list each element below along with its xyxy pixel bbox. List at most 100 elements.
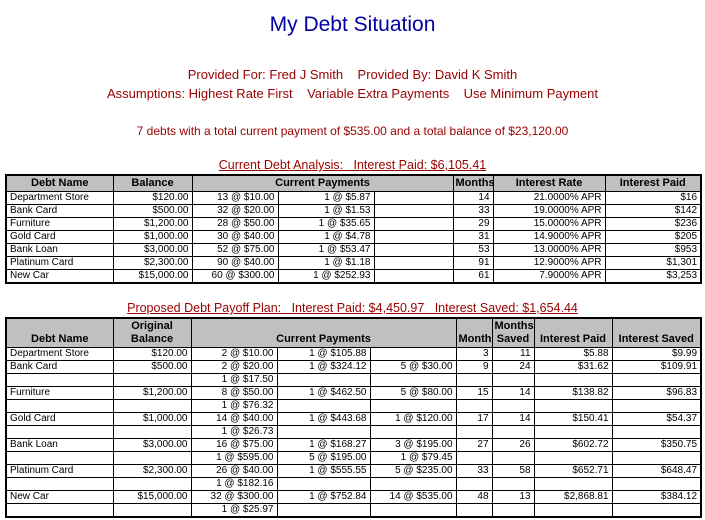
cell-pay3 [369, 425, 457, 439]
cell-balance [112, 399, 192, 413]
cell-balance: $120.00 [112, 347, 192, 361]
cell-saved [611, 477, 702, 491]
cell-paid: $142 [604, 204, 702, 218]
cell-saved [611, 425, 702, 439]
cell-paid [533, 477, 613, 491]
cell-balance: $500.00 [112, 360, 192, 374]
cell-pay2 [276, 477, 371, 491]
table-row: Bank Card $500.00 32 @ $20.00 1 @ $1.53 33 19… [5, 204, 702, 218]
col-header-months: Months [455, 317, 493, 348]
cell-pay3 [373, 204, 454, 218]
cell-months [455, 477, 493, 491]
cell-saved-months: 14 [491, 412, 535, 426]
table-row: Furniture $1,200.00 28 @ $50.00 1 @ $35.65 2… [5, 217, 702, 231]
cell-name [5, 399, 114, 413]
cell-saved-months [491, 503, 535, 518]
cell-name: New Car [5, 269, 114, 284]
cell-pay3 [369, 347, 457, 361]
cell-pay2: 1 @ $324.12 [276, 360, 371, 374]
col-header-months: Months [452, 174, 494, 192]
table-row: Platinum Card $2,300.00 90 @ $40.00 1 @ $1.… [5, 256, 702, 270]
cell-name: Department Store [5, 191, 114, 205]
cell-saved-months: 26 [491, 438, 535, 452]
cell-pay2: 1 @ $105.88 [276, 347, 371, 361]
cell-months [455, 373, 493, 387]
cell-saved: $54.37 [611, 412, 702, 426]
provided-line: Provided For: Fred J Smith Provided By: … [187, 67, 518, 82]
cell-pay2: 1 @ $35.65 [277, 217, 375, 231]
cell-pay1: 2 @ $20.00 [190, 360, 278, 374]
cell-saved-months: 14 [491, 386, 535, 400]
cell-pay3 [373, 217, 454, 231]
cell-months: 15 [455, 386, 493, 400]
cell-paid: $205 [604, 230, 702, 244]
cell-months [455, 399, 493, 413]
table-row: 1 @ $76.32 [5, 399, 702, 413]
cell-name [5, 425, 114, 439]
table-row: 1 @ $26.73 [5, 425, 702, 439]
cell-name: Bank Loan [5, 243, 114, 257]
cell-pay2: 1 @ $53.47 [277, 243, 375, 257]
cell-pay1: 26 @ $40.00 [190, 464, 278, 478]
cell-pay3 [369, 477, 457, 491]
page-title: My Debt Situation [269, 13, 436, 36]
table-row: Bank Card $500.00 2 @ $20.00 1 @ $324.12 5 @… [5, 360, 702, 374]
cell-name: Platinum Card [5, 256, 114, 270]
cell-balance: $1,200.00 [112, 217, 193, 231]
cell-pay3 [373, 191, 454, 205]
cell-saved: $384.12 [611, 490, 702, 504]
cell-balance [112, 425, 192, 439]
proposed-plan-title: Proposed Debt Payoff Plan: Interest Paid… [127, 301, 578, 315]
cell-pay1: 32 @ $20.00 [191, 204, 279, 218]
assumptions-line: Assumptions: Highest Rate First Variable… [106, 86, 599, 101]
cell-months: 33 [452, 204, 494, 218]
cell-paid: $236 [604, 217, 702, 231]
header-row: Debt Name Balance Current Payments Month… [5, 174, 702, 192]
cell-paid: $150.41 [533, 412, 613, 426]
table-row: Department Store $120.00 2 @ $10.00 1 @ $10… [5, 347, 702, 361]
table-row: 1 @ $595.00 5 @ $195.00 1 @ $79.45 [5, 451, 702, 465]
cell-balance: $15,000.00 [112, 490, 192, 504]
cell-saved: $9.99 [611, 347, 702, 361]
cell-pay3 [373, 243, 454, 257]
col-header-interest-saved: Interest Saved [611, 317, 702, 348]
cell-months: 3 [455, 347, 493, 361]
cell-pay3 [373, 256, 454, 270]
cell-paid: $1,301 [604, 256, 702, 270]
col-header-current-payments: Current Payments [191, 174, 454, 192]
cell-pay2: 5 @ $195.00 [276, 451, 371, 465]
cell-name: Bank Card [5, 360, 114, 374]
cell-pay1: 1 @ $182.16 [190, 477, 278, 491]
cell-paid: $138.82 [533, 386, 613, 400]
cell-name: Furniture [5, 386, 114, 400]
proposed-payoff-table: Debt Name Original Balance Current Payme… [5, 317, 703, 518]
cell-months: 61 [452, 269, 494, 284]
cell-pay1: 2 @ $10.00 [190, 347, 278, 361]
cell-rate: 14.9000% APR [492, 230, 606, 244]
cell-paid: $953 [604, 243, 702, 257]
cell-saved-months: 58 [491, 464, 535, 478]
current-debt-table-header: Debt Name Balance Current Payments Month… [5, 174, 702, 192]
proposed-payoff-table-header: Debt Name Original Balance Current Payme… [5, 317, 702, 348]
table-row: Furniture $1,200.00 8 @ $50.00 1 @ $462.50 5… [5, 386, 702, 400]
cell-months: 48 [455, 490, 493, 504]
cell-pay1: 8 @ $50.00 [190, 386, 278, 400]
cell-pay1: 13 @ $10.00 [191, 191, 279, 205]
cell-months: 14 [452, 191, 494, 205]
cell-balance: $3,000.00 [112, 243, 193, 257]
cell-balance [112, 477, 192, 491]
cell-pay1: 1 @ $595.00 [190, 451, 278, 465]
current-debt-table: Debt Name Balance Current Payments Month… [5, 174, 703, 284]
cell-pay3 [373, 230, 454, 244]
cell-paid: $3,253 [604, 269, 702, 284]
cell-pay2: 1 @ $4.78 [277, 230, 375, 244]
cell-pay2: 1 @ $555.55 [276, 464, 371, 478]
table-row: New Car $15,000.00 32 @ $300.00 1 @ $752.84… [5, 490, 702, 504]
cell-pay3: 5 @ $30.00 [369, 360, 457, 374]
cell-pay1: 1 @ $26.73 [190, 425, 278, 439]
cell-name [5, 373, 114, 387]
table-row: Bank Loan $3,000.00 16 @ $75.00 1 @ $168.27… [5, 438, 702, 452]
cell-paid: $31.62 [533, 360, 613, 374]
cell-pay2: 1 @ $462.50 [276, 386, 371, 400]
cell-saved-months [491, 373, 535, 387]
